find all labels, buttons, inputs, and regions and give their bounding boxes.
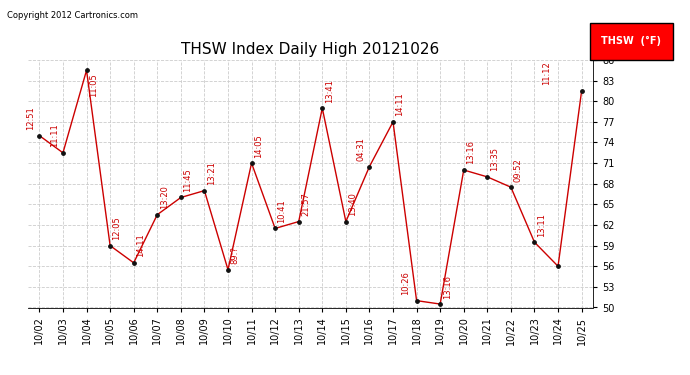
Point	[175, 195, 186, 201]
Point	[34, 133, 45, 139]
Text: 04:31: 04:31	[357, 137, 366, 161]
Text: 13:20: 13:20	[159, 185, 169, 209]
Text: 14:05: 14:05	[254, 134, 263, 158]
Text: 11:05: 11:05	[89, 73, 98, 97]
Point	[81, 67, 92, 73]
Text: 10:26: 10:26	[401, 271, 410, 295]
Text: 14:11: 14:11	[395, 93, 404, 116]
Point	[293, 219, 304, 225]
Text: 89:?: 89:?	[230, 246, 239, 264]
Point	[482, 174, 493, 180]
Point	[553, 263, 564, 269]
Point	[57, 150, 68, 156]
Text: 13:16: 13:16	[466, 141, 475, 165]
Text: 11:45: 11:45	[184, 168, 193, 192]
Point	[576, 88, 587, 94]
Text: 09:52: 09:52	[513, 158, 522, 182]
Point	[270, 225, 281, 231]
Point	[152, 211, 163, 217]
Text: 13:11: 13:11	[537, 213, 546, 237]
Point	[199, 188, 210, 194]
Text: 12:51: 12:51	[26, 106, 36, 130]
Text: 12:05: 12:05	[112, 216, 121, 240]
Text: 21:57: 21:57	[301, 192, 310, 216]
Point	[435, 301, 446, 307]
Title: THSW Index Daily High 20121026: THSW Index Daily High 20121026	[181, 42, 440, 57]
Text: 13:40: 13:40	[348, 192, 357, 216]
Point	[529, 239, 540, 245]
Point	[317, 105, 328, 111]
Text: Copyright 2012 Cartronics.com: Copyright 2012 Cartronics.com	[7, 11, 138, 20]
Text: 11:11: 11:11	[50, 123, 59, 147]
Point	[364, 164, 375, 170]
Point	[388, 119, 399, 125]
Point	[505, 184, 516, 190]
Point	[411, 298, 422, 304]
Text: 13:16: 13:16	[442, 274, 452, 298]
Text: 13:21: 13:21	[207, 161, 216, 185]
Point	[340, 219, 351, 225]
Text: 13:41: 13:41	[325, 79, 334, 103]
Text: THSW  (°F): THSW (°F)	[602, 36, 661, 46]
Text: 11:12: 11:12	[542, 62, 551, 86]
Text: 10:41: 10:41	[277, 199, 286, 223]
Point	[105, 243, 116, 249]
Point	[246, 160, 257, 166]
Text: 13:35: 13:35	[490, 147, 499, 171]
Point	[222, 267, 233, 273]
Point	[458, 167, 469, 173]
Text: 14:11: 14:11	[136, 234, 145, 257]
Point	[128, 260, 139, 266]
